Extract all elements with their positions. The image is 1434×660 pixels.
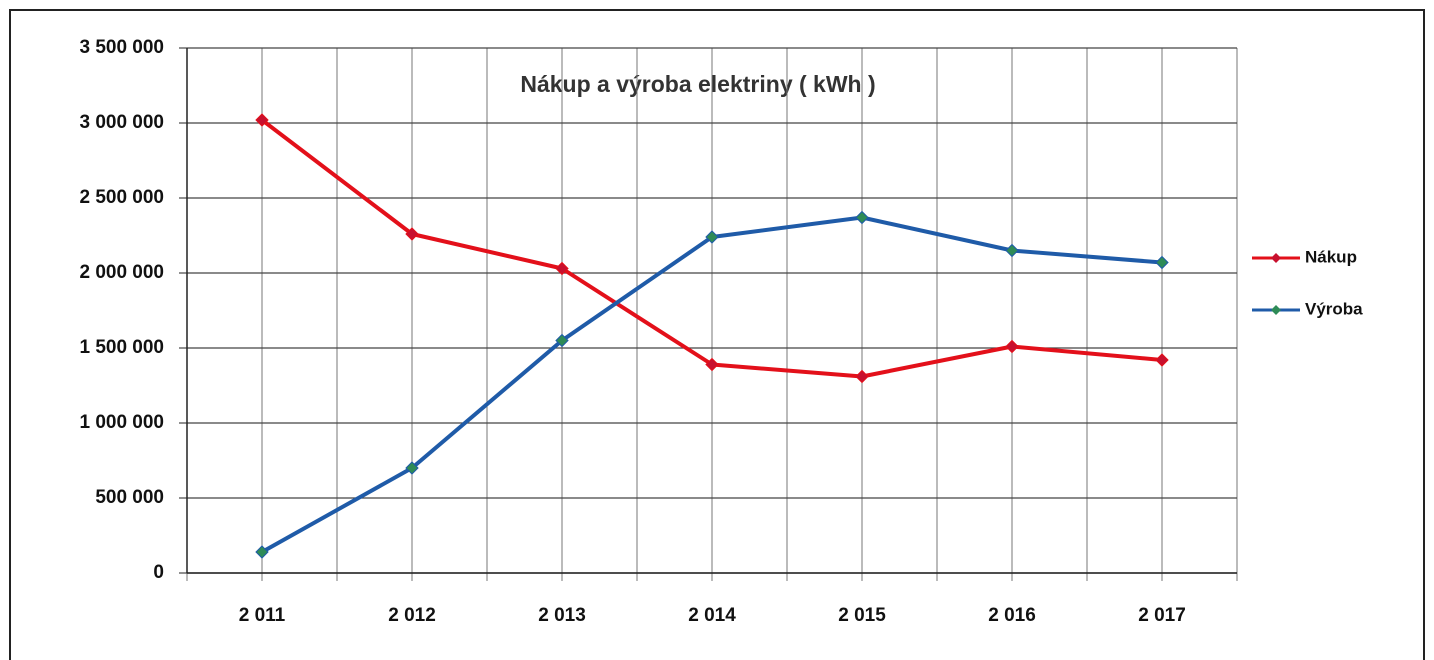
legend-marker — [1271, 305, 1281, 315]
marker — [255, 545, 269, 559]
x-tick-label: 2 014 — [688, 605, 736, 626]
legend-marker — [1271, 253, 1281, 263]
marker — [555, 261, 569, 276]
y-tick-label: 1 500 000 — [79, 337, 164, 358]
x-tick-label: 2 017 — [1138, 605, 1186, 626]
marker — [855, 210, 869, 225]
marker — [705, 357, 719, 372]
marker — [705, 230, 719, 244]
marker — [1155, 255, 1169, 270]
x-tick-label: 2 013 — [538, 605, 586, 626]
y-tick-label: 1 000 000 — [79, 412, 164, 433]
marker — [255, 113, 269, 127]
y-tick-label: 0 — [153, 562, 164, 583]
chart-title: Nákup a výroba elektriny ( kWh ) — [520, 71, 875, 97]
legend-label: Výroba — [1305, 299, 1363, 318]
marker — [855, 369, 869, 384]
marker — [405, 227, 419, 241]
x-tick-label: 2 012 — [388, 605, 436, 626]
x-tick-label: 2 016 — [988, 605, 1036, 626]
legend-label: Nákup — [1305, 247, 1357, 266]
marker — [1005, 339, 1019, 354]
x-tick-label: 2 015 — [838, 605, 886, 626]
marker — [1155, 353, 1169, 367]
marker — [405, 461, 419, 475]
x-tick-label: 2 011 — [239, 605, 286, 626]
y-tick-label: 2 500 000 — [79, 187, 164, 208]
y-tick-label: 3 500 000 — [79, 37, 164, 58]
marker — [1005, 243, 1019, 258]
y-tick-label: 2 000 000 — [79, 262, 164, 283]
marker — [555, 333, 569, 348]
y-tick-label: 3 000 000 — [79, 112, 164, 133]
frame — [9, 9, 1425, 660]
y-tick-label: 500 000 — [95, 487, 164, 508]
